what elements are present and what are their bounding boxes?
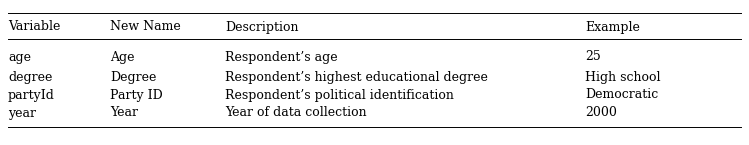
Text: Variable: Variable xyxy=(8,20,61,33)
Text: High school: High school xyxy=(585,70,661,84)
Text: 2000: 2000 xyxy=(585,106,617,119)
Text: New Name: New Name xyxy=(110,20,181,33)
Text: Year: Year xyxy=(110,106,138,119)
Text: Year of data collection: Year of data collection xyxy=(225,106,366,119)
Text: Democratic: Democratic xyxy=(585,88,658,102)
Text: age: age xyxy=(8,50,31,64)
Text: partyId: partyId xyxy=(8,88,55,102)
Text: Respondent’s political identification: Respondent’s political identification xyxy=(225,88,454,102)
Text: 25: 25 xyxy=(585,50,601,64)
Text: Respondent’s highest educational degree: Respondent’s highest educational degree xyxy=(225,70,488,84)
Text: Degree: Degree xyxy=(110,70,157,84)
Text: Description: Description xyxy=(225,20,299,33)
Text: degree: degree xyxy=(8,70,52,84)
Text: Example: Example xyxy=(585,20,640,33)
Text: Party ID: Party ID xyxy=(110,88,163,102)
Text: Age: Age xyxy=(110,50,135,64)
Text: Respondent’s age: Respondent’s age xyxy=(225,50,338,64)
Text: year: year xyxy=(8,106,36,119)
